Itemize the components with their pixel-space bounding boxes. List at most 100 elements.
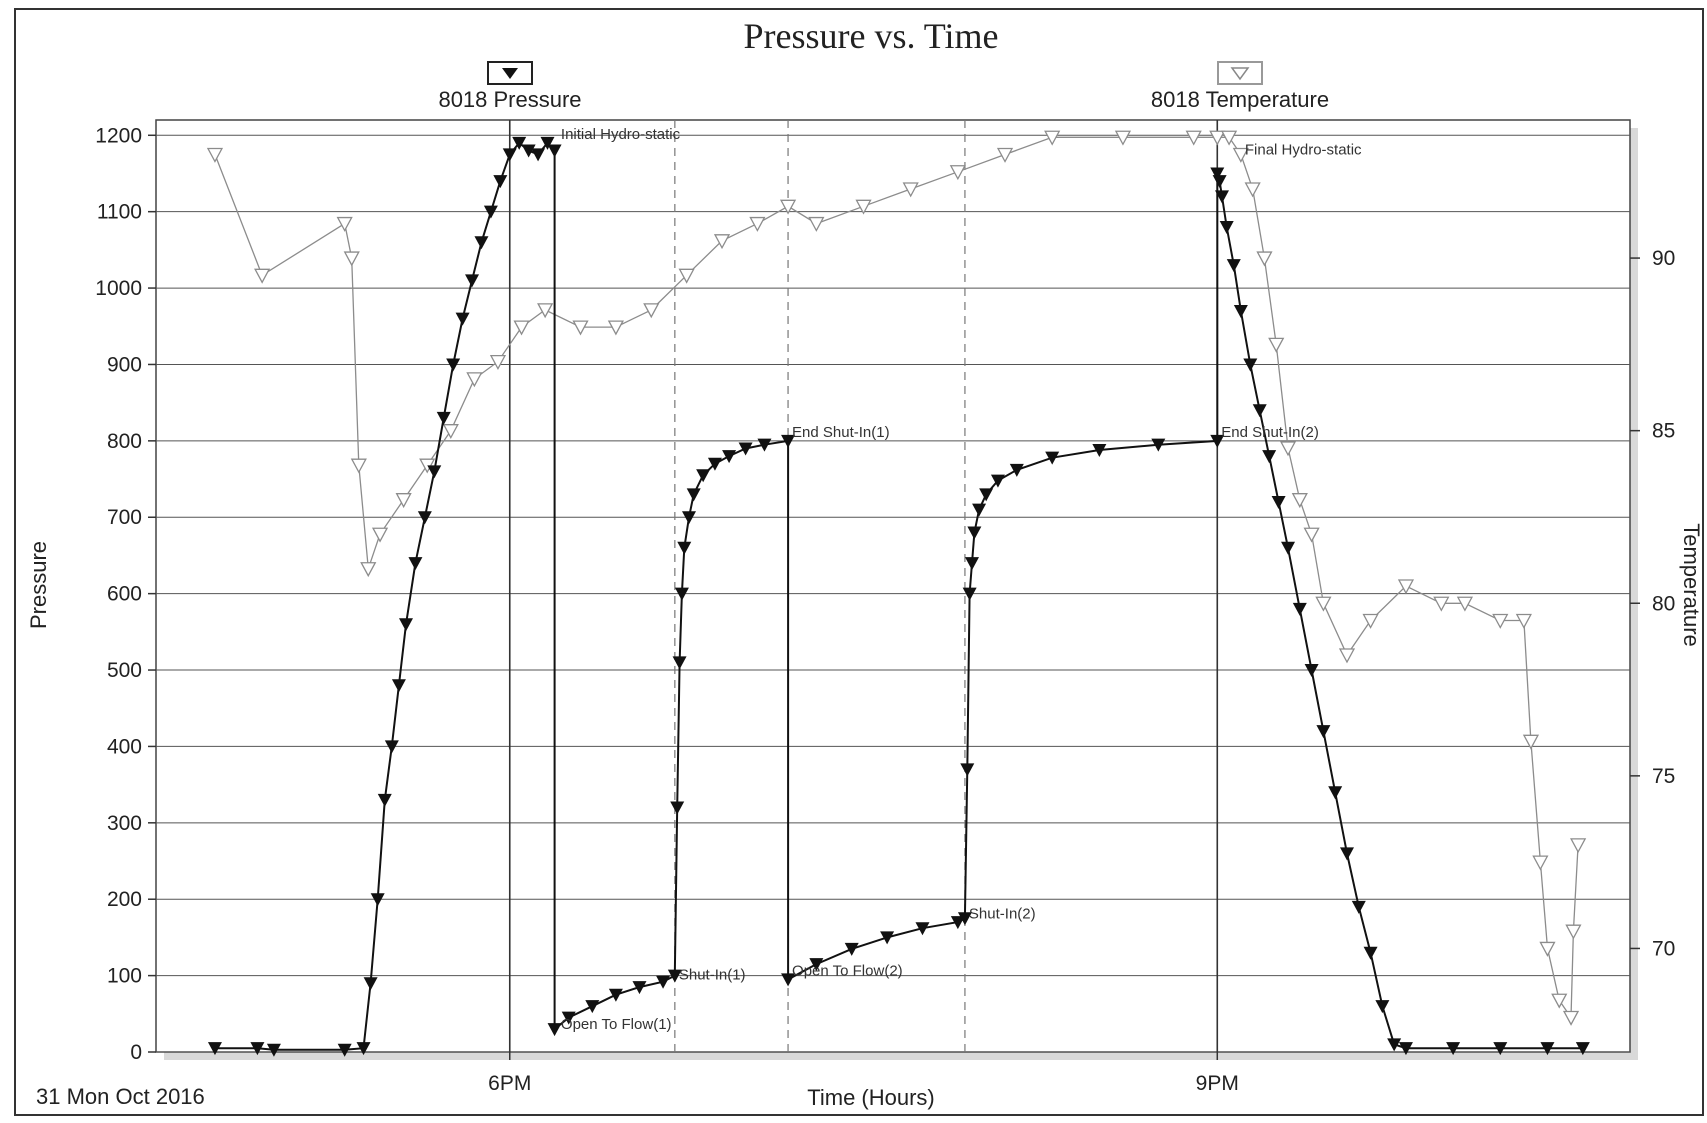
pressure-point [608,988,623,1002]
pressure-point [1351,900,1366,914]
temperature-point [360,562,377,578]
temperature-point [442,424,459,440]
chart-title: Pressure vs. Time [743,16,998,56]
temperature-point [713,234,731,250]
pressure-point [427,465,442,479]
pressure-point [781,973,796,987]
pressure-point [493,175,508,189]
temperature-point [1268,337,1285,353]
pressure-point [398,618,413,632]
plot-area [155,119,1631,1053]
pressure-point [250,1042,265,1056]
temperature-point [1291,493,1308,509]
series-line [215,141,1583,1051]
pressure-point [1092,444,1107,458]
pressure-point [1363,946,1378,960]
temperature-point [1456,596,1473,612]
pressure-point [1446,1042,1461,1056]
pressure-point [1398,1042,1413,1056]
pressure-point [1252,404,1267,418]
temperature-point [1551,993,1568,1009]
pressure-point [757,438,772,452]
pressure-point [1292,602,1307,616]
y-tick-right-label: 70 [1652,937,1675,960]
pressure-point [1271,495,1286,509]
pressure-point [1214,190,1229,204]
temperature-point [678,268,695,284]
pressure-point [674,587,689,601]
pressure-point [1210,167,1225,181]
temperature-point [996,147,1014,163]
y-axis-left-title: Pressure [26,541,51,629]
pressure-point [540,136,555,150]
pressure-point [455,312,470,326]
pressure-point [809,958,824,972]
pressure-point [738,442,753,456]
temperature-point [1220,130,1238,146]
y-tick-left-label: 300 [107,812,142,835]
temperature-point [489,354,507,371]
pressure-point [408,557,423,571]
temperature-point [206,147,224,163]
y-tick-left-label: 600 [107,583,142,606]
pressure-point [1375,1000,1390,1014]
pressure-point [681,511,696,525]
temperature-point [343,251,360,267]
temperature-point [1303,527,1320,543]
y-axis-left-ticks: 0 100 200 300 400 500 600 700 800 900 1000 1100 1200 [95,124,156,1064]
pressure-point [384,740,399,754]
event-annotation: Shut-In(1) [679,966,746,983]
pressure-point [547,1023,562,1037]
event-annotations: Initial Hydro-static Open To Flow(1) Shut-… [561,126,1362,1033]
legend-temperature[interactable]: 8018 Temperature [1151,61,1329,112]
temperature-point [779,199,797,215]
pressure-point [1212,175,1227,189]
temperature-point [1338,648,1356,664]
pressure-point [363,977,378,991]
temperature-point [336,216,353,232]
pressure-point [547,144,562,158]
temperature-point [1492,613,1509,629]
pressure-point [266,1043,281,1057]
pressure-point [356,1042,371,1056]
temperature-point [572,320,589,336]
x-axis-title: Time (Hours) [807,1085,935,1110]
pressure-point [656,975,671,989]
y-tick-left-label: 1100 [97,201,142,224]
temperature-point [808,216,825,232]
series-pressure[interactable] [207,136,1590,1057]
x-tick-label: 9PM [1196,1072,1239,1095]
pressure-point [1243,358,1258,372]
legend-temperature-label: 8018 Temperature [1151,87,1329,112]
pressure-point [585,1000,600,1014]
grid-lines [156,134,1630,1053]
y-axis-right-ticks: 70 75 80 85 90 [1630,247,1675,960]
temperature-point [350,458,367,474]
y-tick-left-label: 1000 [95,277,142,300]
temperature-point [537,303,554,319]
pressure-point [502,148,517,162]
temperature-point [1232,147,1249,163]
pressure-point [417,511,432,525]
pressure-point [1210,434,1225,448]
pressure-point [960,763,975,777]
temperature-point [749,216,766,232]
pressure-point [979,488,994,502]
y-tick-left-label: 0 [130,1041,142,1064]
legend-pressure[interactable]: 8018 Pressure [438,61,582,112]
series-temperature[interactable] [206,130,1587,1026]
pressure-point [667,969,682,983]
temperature-point [1532,855,1549,871]
pressure-point [1226,259,1241,273]
event-annotation: End Shut-In(2) [1221,424,1319,441]
pressure-point [1387,1038,1402,1052]
temperature-point [949,165,966,181]
pressure-point [686,488,701,502]
y-tick-right-label: 90 [1652,247,1675,270]
event-annotation: Shut-In(2) [969,905,1036,922]
temperature-point [1315,596,1332,612]
temperature-point [1515,613,1532,629]
pressure-point [707,457,722,471]
pressure-point [1328,786,1343,800]
temperature-point [1362,613,1379,629]
